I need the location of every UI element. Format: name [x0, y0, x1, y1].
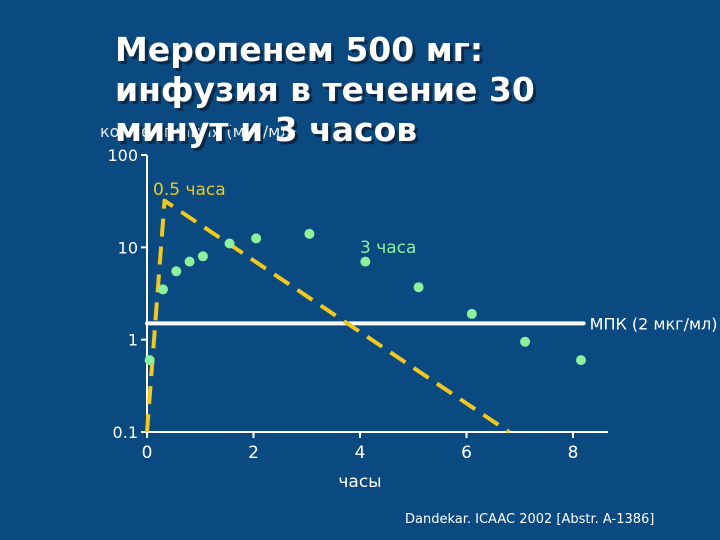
- series-3h-label: 3 часа: [360, 238, 416, 258]
- slide-title: Меропенем 500 мг: инфузия в течение 30 м…: [115, 30, 705, 150]
- y-tick-label: 100: [107, 146, 138, 165]
- series-3h-point: [466, 308, 477, 319]
- mic-line-label: МПК (2 мкг/мл): [590, 314, 718, 333]
- x-tick-label: 8: [568, 443, 579, 463]
- y-tick-label: 10: [118, 238, 138, 257]
- series-3h-point: [144, 355, 155, 366]
- series-3h-point: [157, 284, 168, 295]
- series-3h-point: [224, 238, 235, 249]
- series-layer: МПК (2 мкг/мл) 0.5 часа 3 часа: [144, 180, 718, 434]
- title-line-3: минут и 3 часов: [115, 110, 418, 149]
- series-3h-point: [520, 336, 531, 347]
- series-05h-label: 0.5 часа: [153, 180, 226, 200]
- series-05h-line: [145, 198, 511, 434]
- series-3h-point: [575, 355, 586, 366]
- x-axis-label: часы: [338, 472, 381, 492]
- x-tick-label: 0: [142, 443, 153, 463]
- series-3h-point: [304, 228, 315, 239]
- series-3h-point: [184, 256, 195, 267]
- x-tick-label: 4: [355, 443, 366, 463]
- series-3h-point: [251, 233, 262, 244]
- title-line-1: Меропенем 500 мг:: [115, 30, 484, 69]
- x-tick-label: 6: [461, 443, 472, 463]
- series-3h-point: [197, 251, 208, 262]
- y-tick-label: 1: [128, 331, 138, 350]
- series-3h-point: [360, 256, 371, 267]
- title-line-2: инфузия в течение 30: [115, 70, 535, 109]
- series-3h-point: [413, 282, 424, 293]
- citation: Dandekar. ICAAC 2002 [Abstr. A-1386]: [405, 512, 655, 527]
- x-tick-label: 2: [248, 443, 259, 463]
- y-tick-label: 0.1: [113, 423, 138, 442]
- axes: 0.1 1 10 100 0 2 4 6 8: [107, 146, 608, 463]
- y-axis-label: концентрация (мкг/мл): [100, 122, 297, 141]
- series-3h-point: [171, 266, 182, 277]
